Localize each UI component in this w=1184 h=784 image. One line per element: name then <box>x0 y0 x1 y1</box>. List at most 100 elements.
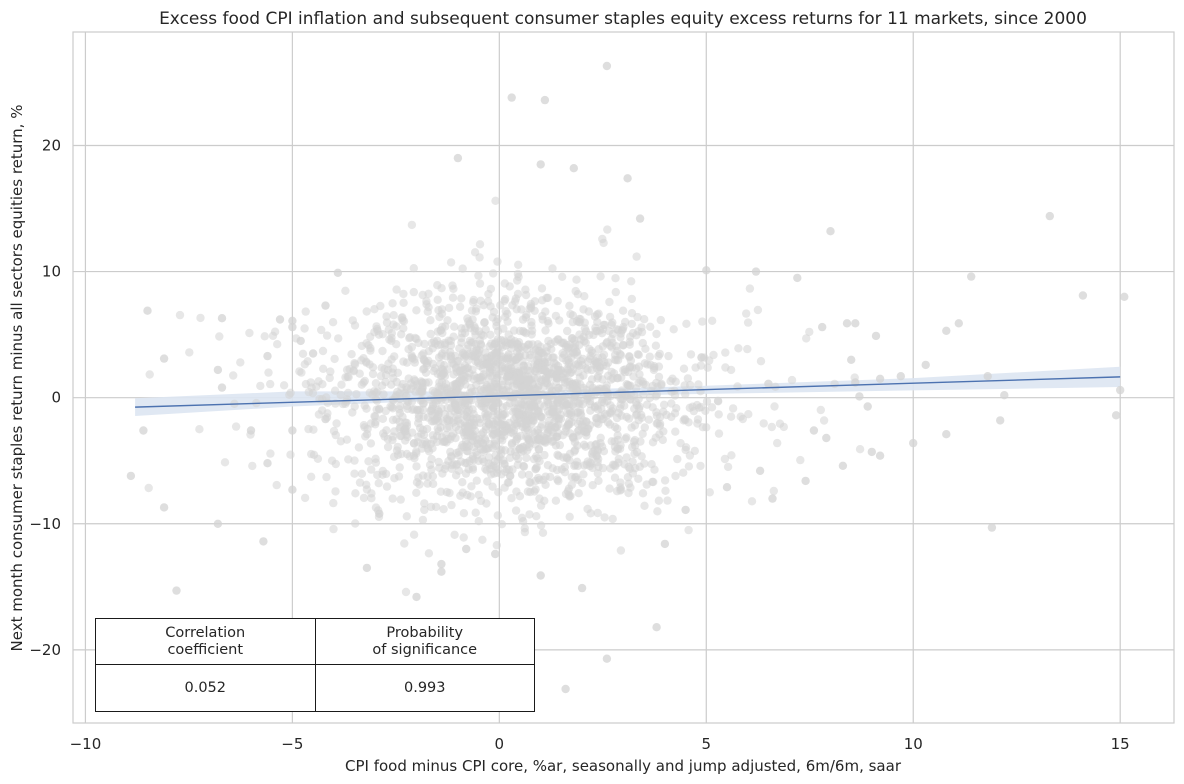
scatter-point <box>342 435 352 444</box>
scatter-point <box>496 341 506 350</box>
scatter-point <box>764 379 773 388</box>
scatter-cloud <box>144 196 865 597</box>
scatter-point <box>375 509 384 518</box>
scatter-point <box>698 423 707 432</box>
scatter-point <box>714 410 723 419</box>
scatter-point <box>410 375 419 384</box>
scatter-point <box>513 347 522 357</box>
scatter-point <box>629 372 638 381</box>
scatter-point <box>796 455 805 465</box>
scatter-point <box>512 305 521 314</box>
scatter-point <box>314 410 324 419</box>
scatter-point <box>145 370 154 379</box>
scatter-point <box>801 476 810 486</box>
scatter-point <box>611 287 620 297</box>
scatter-point <box>592 439 601 449</box>
scatter-point <box>602 384 611 393</box>
scatter-point <box>540 496 549 505</box>
scatter-point <box>513 289 523 299</box>
scatter-point <box>420 505 429 515</box>
scatter-point <box>248 461 257 471</box>
scatter-point <box>321 414 330 424</box>
scatter-point <box>603 396 612 406</box>
scatter-point <box>685 403 694 412</box>
scatter-point <box>826 227 835 236</box>
scatter-point <box>447 452 456 462</box>
scatter-point <box>492 541 501 550</box>
scatter-point <box>592 327 602 336</box>
scatter-point <box>172 586 181 595</box>
scatter-point <box>605 484 614 493</box>
scatter-point <box>508 407 518 416</box>
scatter-point <box>308 349 318 358</box>
scatter-point <box>457 294 466 303</box>
scatter-point <box>536 412 545 421</box>
scatter-point <box>743 344 752 354</box>
scatter-point <box>333 268 343 277</box>
scatter-point <box>606 464 615 473</box>
scatter-point <box>470 248 480 257</box>
scatter-point <box>579 440 589 449</box>
scatter-point <box>389 452 399 461</box>
scatter-point <box>343 388 353 398</box>
scatter-point <box>520 524 529 533</box>
header-line: Correlation <box>165 624 246 641</box>
scatter-point <box>329 498 338 508</box>
scatter-point <box>475 376 484 385</box>
scatter-point <box>660 476 670 485</box>
scatter-point <box>437 567 446 576</box>
scatter-point <box>669 325 678 334</box>
scatter-point <box>395 424 404 433</box>
header-line: coefficient <box>167 641 244 658</box>
scatter-point <box>405 333 415 342</box>
scatter-point <box>493 511 502 520</box>
scatter-point <box>483 297 493 306</box>
scatter-point <box>309 425 318 434</box>
scatter-point <box>632 447 642 457</box>
y-tick-label: −10 <box>29 515 61 533</box>
scatter-point <box>475 240 485 249</box>
scatter-point <box>1120 292 1129 301</box>
scatter-point <box>684 462 694 471</box>
scatter-point <box>405 452 414 461</box>
scatter-point <box>437 284 446 293</box>
scatter-point <box>402 512 411 521</box>
scatter-point <box>462 544 471 554</box>
scatter-point <box>653 419 662 428</box>
scatter-point <box>288 485 297 494</box>
scatter-point <box>350 321 360 330</box>
scatter-point <box>568 317 577 327</box>
scatter-point <box>494 488 503 497</box>
scatter-point <box>388 299 397 308</box>
scatter-point <box>634 350 643 359</box>
scatter-point <box>431 399 440 408</box>
scatter-point <box>534 434 543 444</box>
scatter-point <box>679 468 688 477</box>
scatter-point <box>443 384 452 393</box>
scatter-point <box>666 377 675 386</box>
scatter-point <box>533 425 542 435</box>
scatter-point <box>263 459 272 468</box>
scatter-point <box>705 488 714 497</box>
scatter-point <box>307 472 316 481</box>
scatter-point <box>640 501 649 510</box>
scatter-point <box>465 389 474 398</box>
scatter-point <box>614 408 623 418</box>
scatter-point <box>523 487 533 496</box>
scatter-point <box>387 355 396 364</box>
scatter-point <box>469 371 479 380</box>
scatter-point <box>419 364 429 373</box>
scatter-point <box>967 272 976 281</box>
scatter-point <box>511 506 521 515</box>
scatter-point <box>863 402 872 411</box>
scatter-point <box>220 458 230 467</box>
scatter-point <box>396 495 405 504</box>
scatter-point <box>565 512 574 521</box>
scatter-point <box>638 489 648 498</box>
scatter-point <box>593 508 602 518</box>
scatter-point <box>355 478 365 487</box>
scatter-point <box>475 279 485 288</box>
scatter-point <box>453 153 463 163</box>
scatter-point <box>418 396 427 405</box>
scatter-point <box>671 471 680 481</box>
